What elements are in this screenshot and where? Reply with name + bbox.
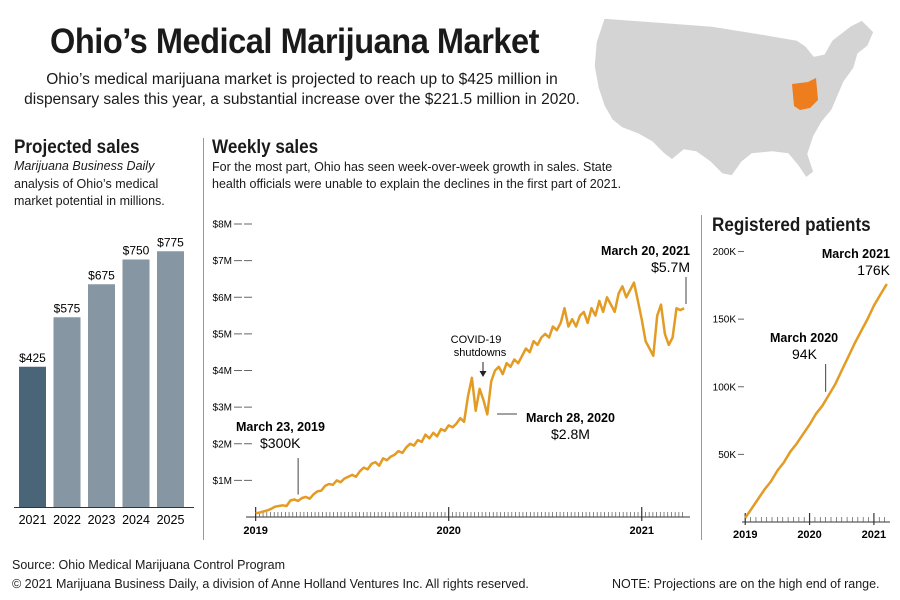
weekly-x-tick-label: 2021 [629,525,653,537]
weekly-sales-desc-line-1: For the most part, Ohio has seen week-ov… [212,160,613,174]
patients-chart: 50K 100K 150K 200K 2019 2020 2021 March 202094K… [713,247,891,540]
ohio-state [792,78,818,110]
page-title: Ohio’s Medical Marijuana Market [50,22,540,61]
bar-category-label: 2021 [19,513,47,527]
annotation-date: March 20, 2021 [601,244,690,258]
bar-2025 [157,251,184,507]
bar-value-label: $425 [19,351,46,365]
weekly-y-tick-label: $8M [213,220,232,231]
annotation-date: March 28, 2020 [526,411,615,425]
divider-right [701,215,702,540]
patients-title: Registered patients [712,215,871,236]
subtitle-line-1: Ohio’s medical marijuana market is proje… [46,71,558,88]
bar-category-label: 2025 [157,513,185,527]
bar-category-label: 2023 [88,513,116,527]
weekly-x-tick-label: 2019 [243,525,267,537]
annotation-value: 176K [857,262,890,278]
projected-sales-desc-text: analysis of Ohio’s medical market potent… [14,176,165,209]
bar-category-label: 2024 [122,513,150,527]
weekly-y-tick-label: $5M [213,329,232,340]
weekly-y-tick-label: $6M [213,293,232,304]
weekly-y-tick-label: $3M [213,403,232,414]
annotation-covid-line-1: COVID-19 [451,334,502,346]
annotation-value: 94K [792,346,818,362]
us-map [593,17,875,180]
bar-value-label: $575 [54,301,81,315]
annotation-value: $2.8M [551,426,590,442]
patients-line [744,283,888,519]
annotation-date: March 2021 [822,247,890,261]
footer-note: NOTE: Projections are on the high end of… [612,577,880,591]
bar-2021 [19,366,46,507]
weekly-sales-desc-line-2: health officials were unable to explain … [212,177,622,191]
weekly-sales-title: Weekly sales [212,137,319,158]
us-map-shape [593,17,875,180]
bar-category-label: 2022 [53,513,81,527]
subtitle-line-2: dispensary sales this year, a substantia… [24,91,580,108]
bar-value-label: $775 [157,235,184,249]
bar-value-label: $750 [123,244,150,258]
patients-y-tick-label: 150K [713,315,737,326]
projected-sales-chart: $425 2021 $575 2022 $675 2023 $750 2024 $775 2025 [14,235,194,527]
patients-y-tick-label: 100K [713,382,737,393]
projected-sales-desc: Marijuana Business Daily analysis of Ohi… [14,158,194,211]
bar-2024 [122,259,150,507]
weekly-y-tick-label: $2M [213,439,232,450]
divider-left [203,138,204,540]
projected-sales-source: Marijuana Business Daily [14,159,155,173]
patients-y-tick-label: 50K [718,450,736,461]
annotation-date: March 23, 2019 [236,420,325,434]
weekly-y-tick-label: $4M [213,366,232,377]
weekly-y-tick-label: $7M [213,256,232,267]
weekly-y-tick-label: $1M [213,476,232,487]
annotation-covid-arrowhead [479,371,487,377]
patients-x-tick-label: 2019 [733,529,757,540]
annotation-covid-line-2: shutdowns [454,347,507,359]
bar-value-label: $675 [88,268,115,282]
bar-2023 [88,284,115,507]
annotation-value: $5.7M [651,259,690,275]
patients-x-tick-label: 2020 [797,529,821,540]
footer-source: Source: Ohio Medical Marijuana Control P… [12,558,286,572]
weekly-x-tick-label: 2020 [436,525,460,537]
patients-y-tick-label: 200K [713,247,737,258]
weekly-sales-line [255,281,685,515]
annotation-date: March 2020 [770,331,838,345]
bar-2022 [53,317,81,507]
weekly-sales-chart: $1M $2M $3M $4M $5M $6M $7M $8M 2019 2020 2021 Marc… [213,220,690,538]
patients-x-tick-label: 2021 [862,529,886,540]
projected-sales-title: Projected sales [14,137,140,158]
annotation-value: $300K [260,435,301,451]
footer-copyright: © 2021 Marijuana Business Daily, a divis… [12,577,529,591]
